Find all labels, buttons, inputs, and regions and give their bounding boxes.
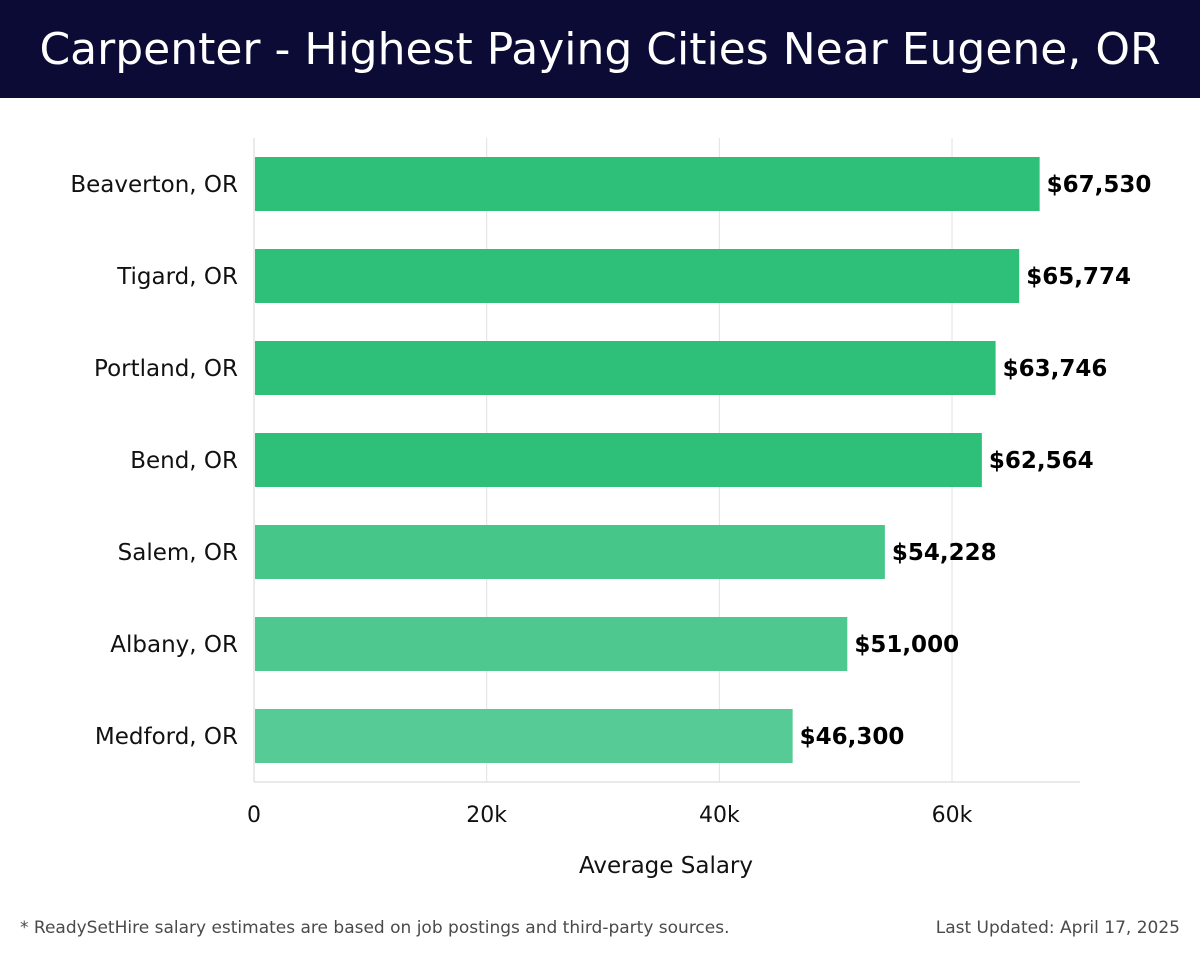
bar-value-label: $51,000 <box>854 632 959 658</box>
x-tick-label: 60k <box>932 803 973 828</box>
bar <box>255 157 1040 211</box>
bar-value-label: $65,774 <box>1026 264 1131 290</box>
bar <box>255 525 885 579</box>
y-tick-label: Medford, OR <box>95 724 238 750</box>
y-tick-label: Tigard, OR <box>116 264 238 290</box>
bar-value-label: $67,530 <box>1047 172 1152 198</box>
y-tick-label: Bend, OR <box>130 448 238 474</box>
x-axis-title: Average Salary <box>579 853 753 879</box>
page-title: Carpenter - Highest Paying Cities Near E… <box>39 23 1161 75</box>
x-tick-label: 40k <box>699 803 740 828</box>
x-tick-label: 20k <box>466 803 507 828</box>
bar-value-label: $63,746 <box>1003 356 1108 382</box>
bar <box>255 709 793 763</box>
bar <box>255 249 1020 303</box>
x-tick-label: 0 <box>247 803 261 828</box>
y-tick-label: Salem, OR <box>118 540 238 566</box>
axis-layer: 0 20k 40k 60k <box>247 138 1080 828</box>
label-layer: Beaverton, OR $67,530 Tigard, OR $65,774 Por… <box>70 172 1151 750</box>
footer-note: * ReadySetHire salary estimates are base… <box>20 918 730 938</box>
bar-value-label: $54,228 <box>892 540 997 566</box>
last-updated: Last Updated: April 17, 2025 <box>935 918 1180 938</box>
y-tick-label: Beaverton, OR <box>70 172 238 198</box>
y-tick-label: Albany, OR <box>110 632 238 658</box>
bar-value-label: $46,300 <box>800 724 905 750</box>
bar <box>255 341 996 395</box>
bar <box>255 433 982 487</box>
bar-value-label: $62,564 <box>989 448 1094 474</box>
y-tick-label: Portland, OR <box>94 356 238 382</box>
bar-chart: Beaverton, OR $67,530 Tigard, OR $65,774 Por… <box>70 138 1151 879</box>
header-banner: Carpenter - Highest Paying Cities Near E… <box>0 0 1200 98</box>
bar-layer <box>255 157 1040 763</box>
bar <box>255 617 848 671</box>
